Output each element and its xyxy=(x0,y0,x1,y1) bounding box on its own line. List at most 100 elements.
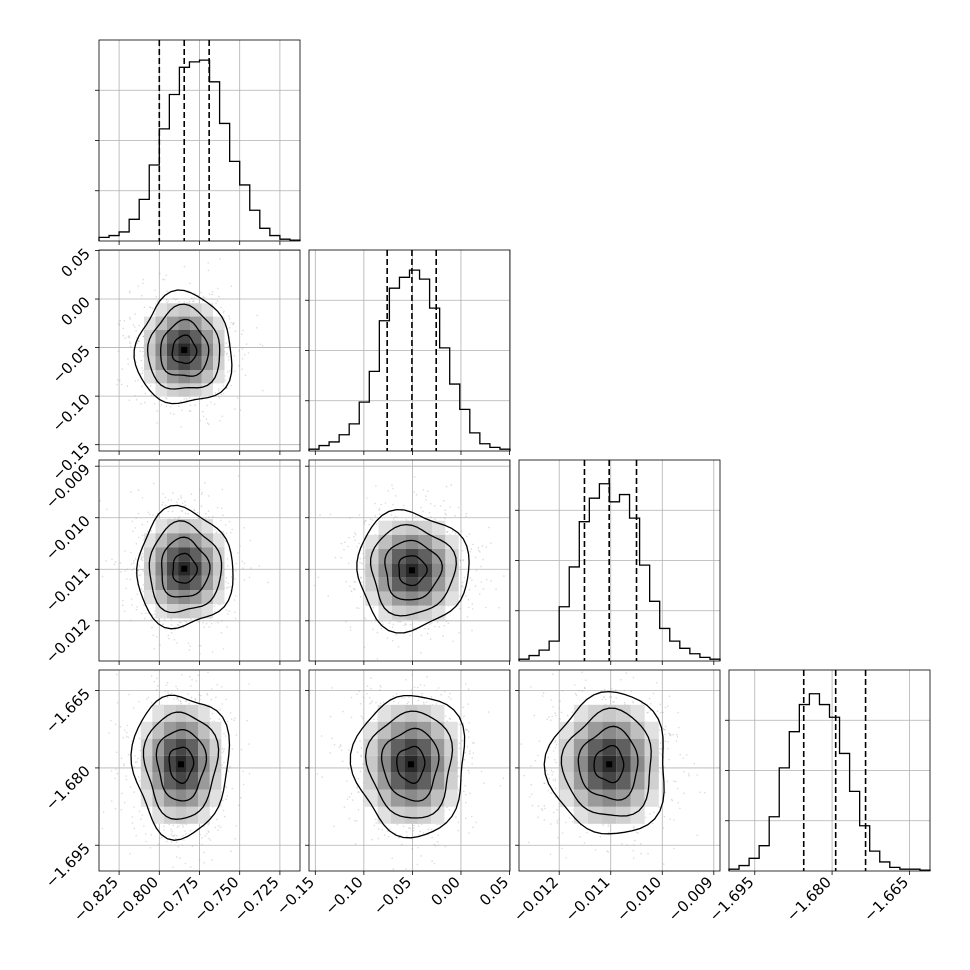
scatter-point xyxy=(175,685,177,688)
scatter-point xyxy=(149,306,152,309)
scatter-point xyxy=(139,350,142,352)
scatter-point xyxy=(430,516,432,518)
scatter-point xyxy=(159,644,161,646)
scatter-point xyxy=(224,379,226,382)
scatter-point xyxy=(110,770,113,772)
hist2d-cell xyxy=(213,370,225,384)
scatter-point xyxy=(164,504,167,507)
scatter-point xyxy=(192,300,194,303)
scatter-point xyxy=(150,619,153,621)
scatter-point xyxy=(163,278,166,281)
scatter-point xyxy=(184,512,187,515)
scatter-point xyxy=(413,476,416,478)
hist2d-cell xyxy=(167,575,179,590)
scatter-point xyxy=(412,517,414,519)
scatter-point xyxy=(434,518,436,521)
scatter-point xyxy=(464,784,467,787)
scatter-point xyxy=(384,502,387,504)
scatter-point xyxy=(420,634,423,637)
scatter-point xyxy=(201,491,203,494)
scatter-point xyxy=(128,399,131,402)
scatter-point xyxy=(170,841,173,843)
scatter-point xyxy=(174,517,176,519)
scatter-point xyxy=(347,768,350,770)
scatter-point xyxy=(363,521,365,523)
hist2d-cell xyxy=(186,721,199,739)
scatter-point xyxy=(365,519,367,522)
scatter-point xyxy=(248,683,250,685)
scatter-point xyxy=(459,560,462,563)
scatter-point xyxy=(152,514,154,516)
scatter-point xyxy=(362,763,364,765)
hist2d-cell xyxy=(190,316,202,330)
scatter-point xyxy=(425,495,427,498)
scatter-point xyxy=(141,557,143,560)
scatter-point xyxy=(234,370,236,373)
scatter-point xyxy=(359,770,362,773)
scatter-point xyxy=(345,620,347,623)
scatter-point xyxy=(168,637,170,640)
scatter-point xyxy=(463,790,465,793)
scatter-point xyxy=(185,700,188,702)
scatter-point xyxy=(321,776,323,778)
scatter-point xyxy=(233,719,235,722)
hist2d-cell xyxy=(140,738,153,756)
scatter-point xyxy=(177,517,179,520)
scatter-point xyxy=(119,562,122,564)
hist2d-cell xyxy=(155,604,167,619)
scatter-point xyxy=(114,777,116,780)
scatter-point xyxy=(156,422,158,424)
scatter-point xyxy=(219,258,221,260)
scatter-point xyxy=(396,516,398,519)
scatter-point xyxy=(167,692,169,694)
scatter-point xyxy=(129,292,131,294)
scatter-point xyxy=(359,702,362,705)
scatter-point xyxy=(127,753,130,756)
scatter-point xyxy=(434,844,437,847)
scatter-point xyxy=(202,410,204,413)
hist2d-cell xyxy=(186,755,199,773)
scatter-point xyxy=(487,711,490,713)
scatter-point xyxy=(179,700,182,703)
scatter-point xyxy=(206,832,208,835)
scatter-point xyxy=(450,484,453,486)
scatter-point xyxy=(235,734,238,736)
scatter-point xyxy=(180,702,182,705)
scatter-point xyxy=(171,510,174,513)
hist2d-cell xyxy=(209,755,222,773)
scatter-point xyxy=(174,837,177,840)
hist2d-cell xyxy=(390,755,405,773)
scatter-point xyxy=(435,689,438,692)
scatter-point xyxy=(383,834,386,836)
scatter-point xyxy=(129,619,132,622)
scatter-point xyxy=(176,687,179,690)
scatter-point xyxy=(200,291,202,294)
scatter-point xyxy=(216,287,219,290)
scatter-point xyxy=(199,645,202,647)
scatter-point xyxy=(204,835,206,837)
scatter-point xyxy=(207,495,210,497)
scatter-point xyxy=(358,690,360,692)
scatter-point xyxy=(350,696,353,699)
scatter-point xyxy=(237,552,239,554)
scatter-point xyxy=(423,684,426,687)
scatter-point xyxy=(170,631,173,634)
scatter-point xyxy=(223,815,226,818)
scatter-point xyxy=(224,540,227,543)
scatter-point xyxy=(239,409,242,412)
scatter-point xyxy=(105,560,107,562)
scatter-point xyxy=(421,692,424,695)
scatter-point xyxy=(234,330,237,333)
scatter-point xyxy=(458,595,460,598)
scatter-point xyxy=(197,674,200,676)
scatter-point xyxy=(243,562,246,565)
scatter-point xyxy=(444,517,446,520)
scatter-point xyxy=(165,398,168,400)
scatter-point xyxy=(439,505,442,507)
scatter-point xyxy=(242,329,244,332)
scatter-point xyxy=(193,297,196,299)
scatter-point xyxy=(219,709,222,711)
scatter-point xyxy=(223,748,226,750)
hist2d-cell xyxy=(167,330,179,344)
scatter-point xyxy=(101,827,104,830)
